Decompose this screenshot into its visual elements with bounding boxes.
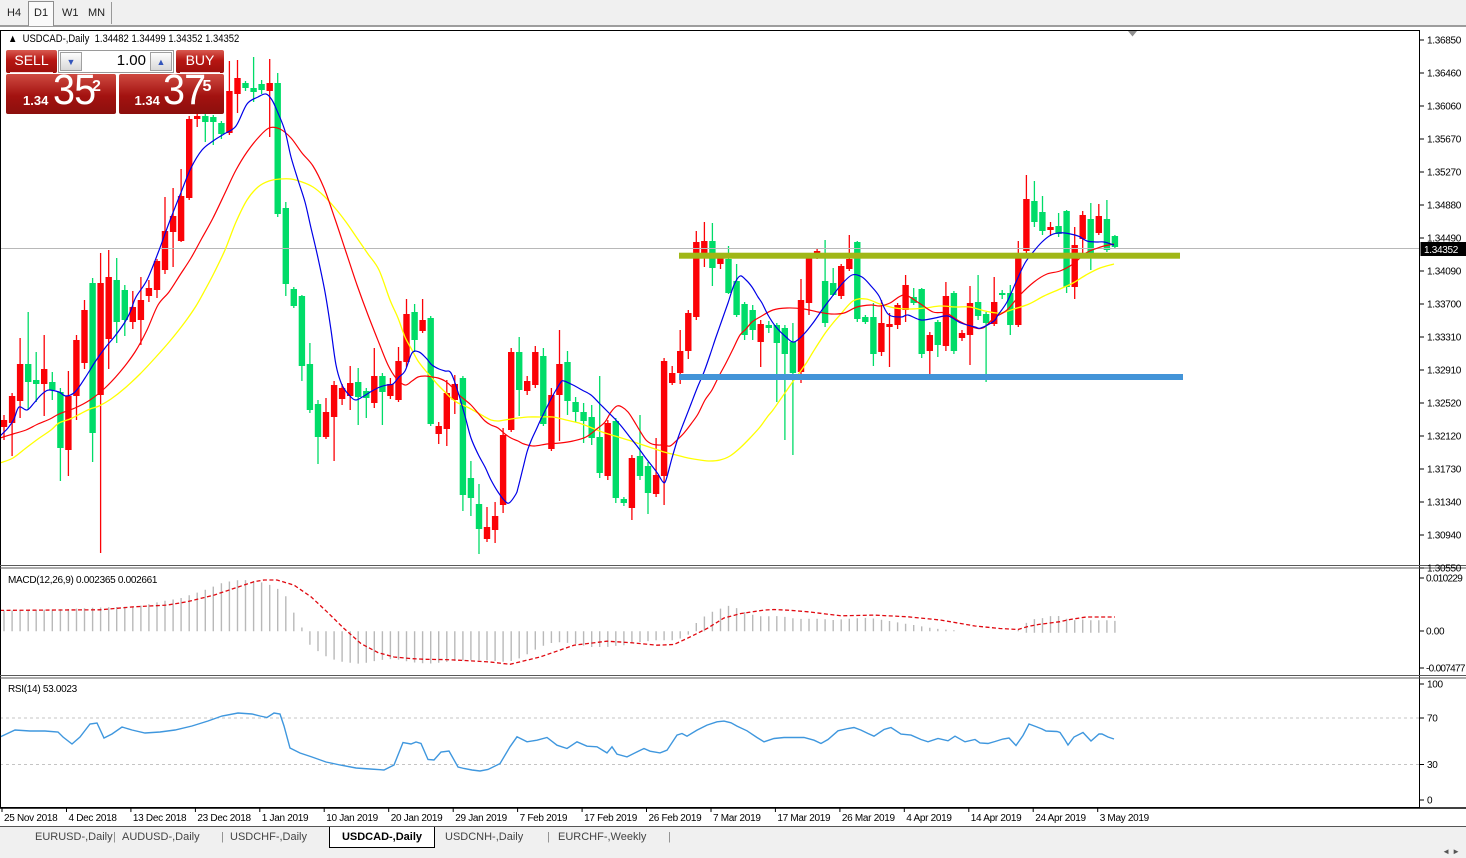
svg-text:7 Mar 2019: 7 Mar 2019 xyxy=(713,813,761,824)
svg-text:17 Mar 2019: 17 Mar 2019 xyxy=(777,813,831,824)
svg-text:1.34490: 1.34490 xyxy=(1427,234,1462,245)
svg-text:10 Jan 2019: 10 Jan 2019 xyxy=(326,813,378,824)
svg-text:1.33310: 1.33310 xyxy=(1427,333,1462,344)
svg-text:1.34880: 1.34880 xyxy=(1427,201,1462,212)
svg-text:-0.007477: -0.007477 xyxy=(1426,664,1466,675)
svg-text:1.31730: 1.31730 xyxy=(1427,465,1462,476)
svg-text:20 Jan 2019: 20 Jan 2019 xyxy=(391,813,443,824)
svg-text:4 Dec 2018: 4 Dec 2018 xyxy=(69,813,118,824)
svg-text:100: 100 xyxy=(1427,680,1444,691)
svg-text:1 Jan 2019: 1 Jan 2019 xyxy=(262,813,309,824)
svg-text:4 Apr 2019: 4 Apr 2019 xyxy=(906,813,952,824)
svg-text:0.00: 0.00 xyxy=(1426,627,1445,638)
svg-text:1.30550: 1.30550 xyxy=(1427,564,1462,575)
svg-text:RSI(14) 53.0023: RSI(14) 53.0023 xyxy=(8,684,78,695)
svg-text:23 Dec 2018: 23 Dec 2018 xyxy=(197,813,251,824)
svg-text:0.010229: 0.010229 xyxy=(1426,574,1463,585)
svg-text:1.32520: 1.32520 xyxy=(1427,399,1462,410)
svg-text:MACD(12,26,9) 0.002365 0.00266: MACD(12,26,9) 0.002365 0.002661 xyxy=(8,575,158,586)
svg-text:1.34090: 1.34090 xyxy=(1427,267,1462,278)
svg-text:13 Dec 2018: 13 Dec 2018 xyxy=(133,813,187,824)
svg-text:17 Feb 2019: 17 Feb 2019 xyxy=(584,813,638,824)
svg-text:24 Apr 2019: 24 Apr 2019 xyxy=(1035,813,1086,824)
svg-text:1.31340: 1.31340 xyxy=(1427,498,1462,509)
svg-text:1.35670: 1.35670 xyxy=(1427,135,1462,146)
svg-text:1.36850: 1.36850 xyxy=(1427,36,1462,47)
svg-text:3 May 2019: 3 May 2019 xyxy=(1100,813,1150,824)
svg-text:0: 0 xyxy=(1427,796,1433,807)
svg-text:1.32910: 1.32910 xyxy=(1427,366,1462,377)
svg-text:1.34352: 1.34352 xyxy=(1424,245,1459,256)
svg-text:1.36060: 1.36060 xyxy=(1427,102,1462,113)
svg-text:29 Jan 2019: 29 Jan 2019 xyxy=(455,813,507,824)
svg-text:30: 30 xyxy=(1427,760,1438,771)
svg-text:26 Mar 2019: 26 Mar 2019 xyxy=(842,813,896,824)
svg-text:1.35270: 1.35270 xyxy=(1427,168,1462,179)
svg-text:7 Feb 2019: 7 Feb 2019 xyxy=(520,813,568,824)
svg-text:26 Feb 2019: 26 Feb 2019 xyxy=(649,813,703,824)
svg-text:1.30940: 1.30940 xyxy=(1427,531,1462,542)
svg-text:1.32120: 1.32120 xyxy=(1427,432,1462,443)
svg-text:25 Nov 2018: 25 Nov 2018 xyxy=(4,813,58,824)
svg-text:70: 70 xyxy=(1427,714,1438,725)
svg-text:1.36460: 1.36460 xyxy=(1427,69,1462,80)
svg-text:1.33700: 1.33700 xyxy=(1427,300,1462,311)
svg-text:14 Apr 2019: 14 Apr 2019 xyxy=(971,813,1022,824)
